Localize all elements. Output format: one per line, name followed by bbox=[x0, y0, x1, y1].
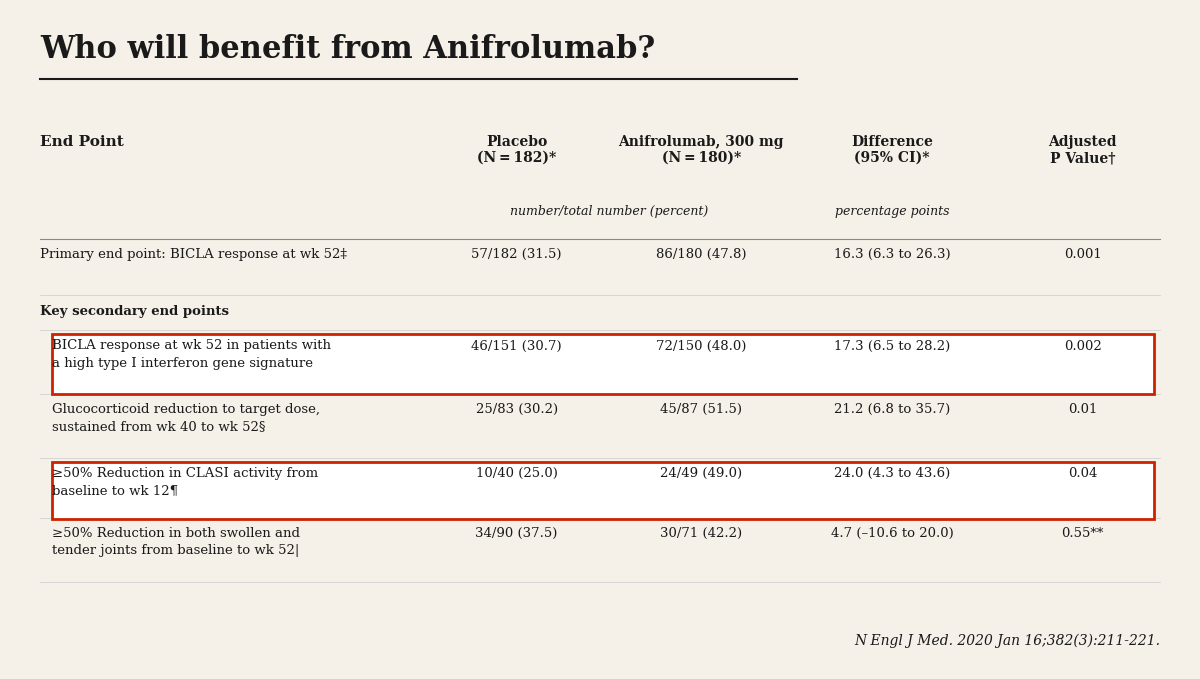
Text: 34/90 (37.5): 34/90 (37.5) bbox=[475, 528, 558, 540]
Text: 0.04: 0.04 bbox=[1068, 467, 1097, 480]
Text: 16.3 (6.3 to 26.3): 16.3 (6.3 to 26.3) bbox=[834, 248, 950, 261]
Text: number/total number (percent): number/total number (percent) bbox=[510, 205, 708, 219]
Text: Difference
(95% CI)*: Difference (95% CI)* bbox=[851, 135, 932, 165]
Text: Who will benefit from Anifrolumab?: Who will benefit from Anifrolumab? bbox=[40, 35, 655, 65]
Text: Placebo
(N = 182)*: Placebo (N = 182)* bbox=[476, 135, 557, 165]
Text: Glucocorticoid reduction to target dose,
sustained from wk 40 to wk 52§: Glucocorticoid reduction to target dose,… bbox=[52, 403, 320, 433]
Text: Adjusted
P Value†: Adjusted P Value† bbox=[1049, 135, 1117, 165]
Text: 4.7 (–10.6 to 20.0): 4.7 (–10.6 to 20.0) bbox=[830, 528, 953, 540]
Text: 17.3 (6.5 to 28.2): 17.3 (6.5 to 28.2) bbox=[834, 340, 950, 352]
Text: Key secondary end points: Key secondary end points bbox=[40, 305, 229, 318]
Text: ≥50% Reduction in both swollen and
tender joints from baseline to wk 52|: ≥50% Reduction in both swollen and tende… bbox=[52, 528, 300, 557]
Text: 30/71 (42.2): 30/71 (42.2) bbox=[660, 528, 743, 540]
Text: 57/182 (31.5): 57/182 (31.5) bbox=[472, 248, 562, 261]
Text: 24.0 (4.3 to 43.6): 24.0 (4.3 to 43.6) bbox=[834, 467, 950, 480]
Text: End Point: End Point bbox=[40, 135, 124, 149]
Text: 0.55**: 0.55** bbox=[1062, 528, 1104, 540]
Text: 24/49 (49.0): 24/49 (49.0) bbox=[660, 467, 743, 480]
Text: 72/150 (48.0): 72/150 (48.0) bbox=[656, 340, 746, 352]
Text: 45/87 (51.5): 45/87 (51.5) bbox=[660, 403, 743, 416]
Text: Primary end point: BICLA response at wk 52‡: Primary end point: BICLA response at wk … bbox=[40, 248, 347, 261]
Text: 86/180 (47.8): 86/180 (47.8) bbox=[656, 248, 746, 261]
Text: 0.002: 0.002 bbox=[1063, 340, 1102, 352]
Text: N Engl J Med. 2020 Jan 16;382(3):211-221.: N Engl J Med. 2020 Jan 16;382(3):211-221… bbox=[854, 634, 1160, 648]
Text: 0.01: 0.01 bbox=[1068, 403, 1097, 416]
Text: Anifrolumab, 300 mg
(N = 180)*: Anifrolumab, 300 mg (N = 180)* bbox=[618, 135, 784, 165]
Text: 46/151 (30.7): 46/151 (30.7) bbox=[472, 340, 562, 352]
Text: BICLA response at wk 52 in patients with
a high type I interferon gene signature: BICLA response at wk 52 in patients with… bbox=[52, 340, 331, 369]
Text: 0.001: 0.001 bbox=[1063, 248, 1102, 261]
Text: 10/40 (25.0): 10/40 (25.0) bbox=[475, 467, 558, 480]
Text: 25/83 (30.2): 25/83 (30.2) bbox=[475, 403, 558, 416]
Text: percentage points: percentage points bbox=[835, 205, 949, 219]
Text: 21.2 (6.8 to 35.7): 21.2 (6.8 to 35.7) bbox=[834, 403, 950, 416]
FancyBboxPatch shape bbox=[52, 334, 1154, 394]
Text: ≥50% Reduction in CLASI activity from
baseline to wk 12¶: ≥50% Reduction in CLASI activity from ba… bbox=[52, 467, 318, 497]
FancyBboxPatch shape bbox=[52, 462, 1154, 519]
